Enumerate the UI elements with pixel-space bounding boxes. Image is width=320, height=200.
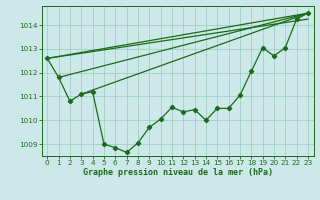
- X-axis label: Graphe pression niveau de la mer (hPa): Graphe pression niveau de la mer (hPa): [83, 168, 273, 177]
